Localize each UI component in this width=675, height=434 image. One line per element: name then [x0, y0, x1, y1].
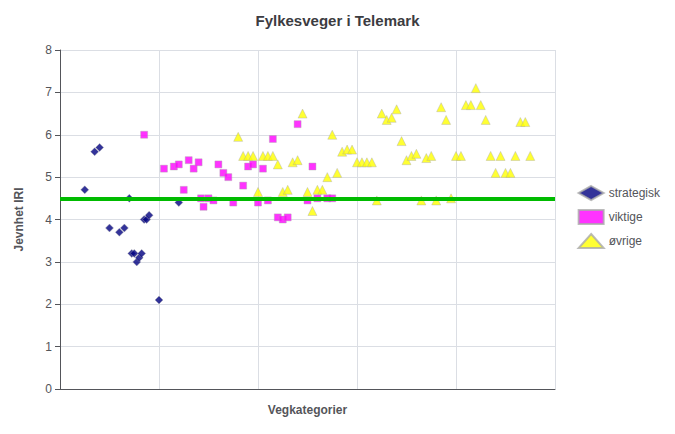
- svg-text:viktige: viktige: [609, 210, 643, 224]
- svg-text:Fylkesveger i Telemark: Fylkesveger i Telemark: [256, 12, 421, 29]
- svg-text:øvrige: øvrige: [609, 234, 643, 248]
- svg-text:1: 1: [45, 340, 52, 354]
- svg-text:8: 8: [45, 43, 52, 57]
- svg-text:3: 3: [45, 255, 52, 269]
- svg-text:6: 6: [45, 128, 52, 142]
- svg-text:0: 0: [45, 382, 52, 396]
- svg-text:4: 4: [45, 213, 52, 227]
- svg-text:5: 5: [45, 170, 52, 184]
- svg-text:7: 7: [45, 85, 52, 99]
- svg-text:Vegkategorier: Vegkategorier: [268, 403, 348, 417]
- svg-text:strategisk: strategisk: [609, 186, 661, 200]
- svg-text:2: 2: [45, 297, 52, 311]
- svg-text:Jevnhet IRI: Jevnhet IRI: [12, 187, 26, 251]
